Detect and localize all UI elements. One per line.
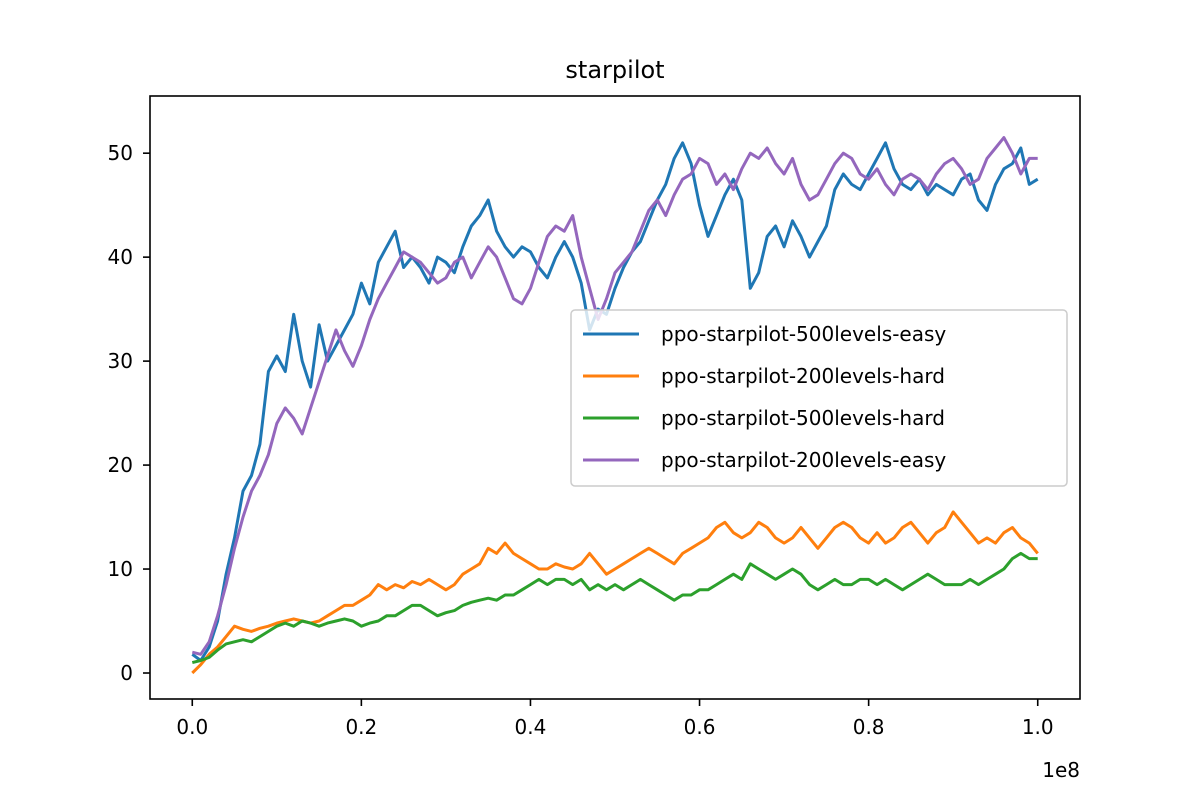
- x-tick-label: 0.2: [345, 715, 377, 739]
- y-tick-label: 0: [120, 661, 133, 685]
- x-tick-label: 0.0: [176, 715, 208, 739]
- plot-frame: [149, 95, 1081, 700]
- y-tick-label: 10: [108, 557, 133, 581]
- y-tick-label: 50: [108, 141, 133, 165]
- y-tick-label: 30: [108, 349, 133, 373]
- series-line-3: [191, 551, 1038, 665]
- y-tick-label: 40: [108, 245, 133, 269]
- legend-frame: [570, 309, 1068, 487]
- series-line-2: [191, 510, 1039, 675]
- legend-label-3: ppo-starpilot-500levels-hard: [661, 406, 945, 430]
- x-tick-label: 1.0: [1022, 715, 1054, 739]
- y-tick-label: 20: [108, 453, 133, 477]
- chart-title: starpilot: [565, 56, 664, 84]
- x-axis: 0.0 0.2 0.4 0.6 0.8 1.0: [176, 699, 1054, 739]
- x-axis-offset-label: 1e8: [1042, 758, 1080, 782]
- legend-label-1: ppo-starpilot-500levels-easy: [661, 322, 946, 346]
- legend-label-2: ppo-starpilot-200levels-hard: [661, 364, 945, 388]
- legend-label-4: ppo-starpilot-200levels-easy: [661, 448, 946, 472]
- y-axis: 0 10 20 30 40 50: [108, 141, 150, 685]
- series-line-4: [191, 136, 1038, 656]
- x-tick-label: 0.6: [684, 715, 716, 739]
- series-line-1: [191, 141, 1039, 662]
- legend: ppo-starpilot-500levels-easy ppo-starpilo…: [570, 309, 1068, 487]
- x-tick-label: 0.4: [515, 715, 547, 739]
- series-layer: [191, 136, 1039, 675]
- x-tick-label: 0.8: [853, 715, 885, 739]
